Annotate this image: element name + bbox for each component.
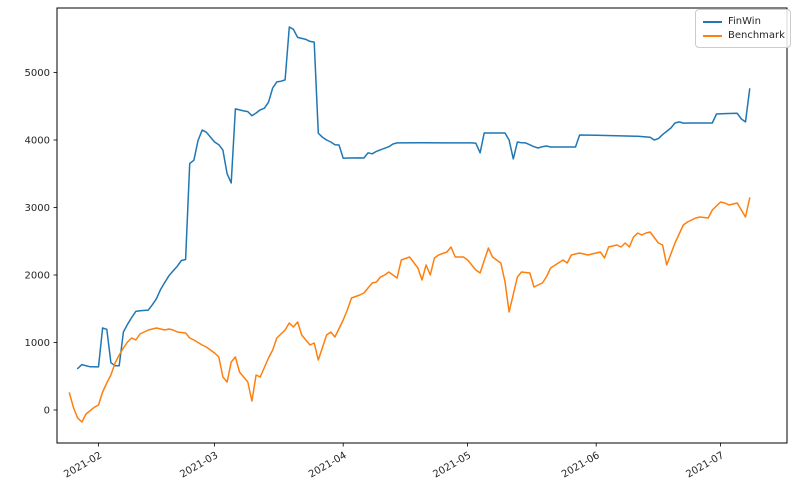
svg-text:3000: 3000 [25, 203, 50, 214]
svg-text:2000: 2000 [25, 271, 50, 282]
benchmark-line-swatch [703, 35, 722, 37]
svg-text:2021-07: 2021-07 [684, 450, 726, 478]
legend-label-benchmark: Benchmark [728, 30, 785, 41]
finwin-line-swatch [703, 21, 722, 23]
svg-text:2021-03: 2021-03 [178, 450, 220, 478]
svg-text:0: 0 [44, 406, 50, 417]
svg-text:5000: 5000 [25, 68, 50, 79]
svg-text:2021-06: 2021-06 [560, 450, 602, 478]
svg-text:2021-02: 2021-02 [62, 450, 104, 478]
svg-text:1000: 1000 [25, 338, 50, 349]
legend: FinWin Benchmark [695, 9, 791, 48]
legend-item-finwin: FinWin [703, 15, 783, 29]
legend-label-finwin: FinWin [728, 16, 761, 27]
svg-text:4000: 4000 [25, 136, 50, 147]
svg-text:2021-04: 2021-04 [307, 450, 349, 478]
svg-text:2021-05: 2021-05 [431, 450, 473, 478]
legend-item-benchmark: Benchmark [703, 29, 785, 43]
